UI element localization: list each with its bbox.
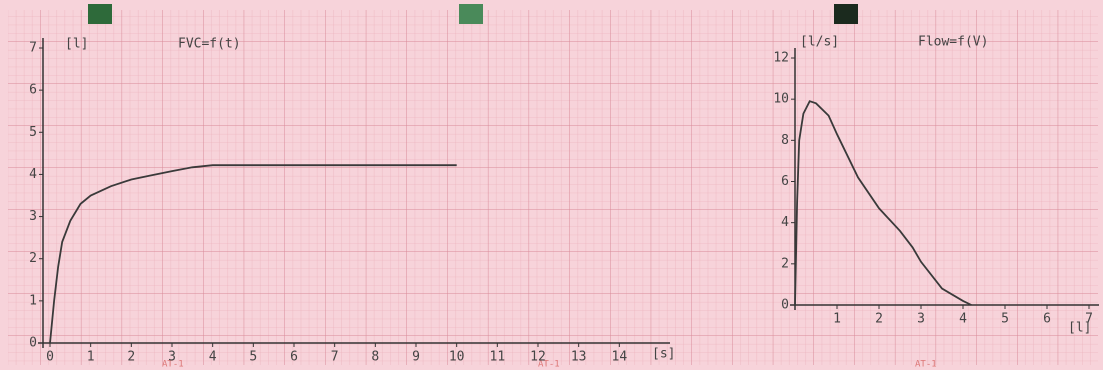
x-tick-label: 2 bbox=[875, 312, 883, 327]
y-tick-label: 0 bbox=[29, 336, 37, 351]
x-tick-label: 7 bbox=[331, 350, 339, 365]
x-tick-label: 9 bbox=[412, 350, 420, 365]
x-tick-label: 2 bbox=[127, 350, 135, 365]
x-tick-label: 3 bbox=[168, 350, 176, 365]
x-tick-label: 14 bbox=[612, 350, 628, 365]
x-tick-label: 8 bbox=[371, 350, 379, 365]
y-tick-label: 1 bbox=[29, 293, 37, 308]
x-tick-label: 10 bbox=[449, 350, 465, 365]
x-tick-label: 11 bbox=[490, 350, 506, 365]
chart: [l] FVC=f(t) [s] AT-1 AT-1 [l/s] Flow=f(… bbox=[0, 0, 1103, 370]
x-tick-label: 1 bbox=[87, 350, 95, 365]
chart-title: Flow=f(V) bbox=[918, 35, 988, 50]
x-tick-label: 4 bbox=[209, 350, 217, 365]
y-tick-label: 5 bbox=[29, 125, 37, 140]
x-tick-label: 6 bbox=[290, 350, 298, 365]
x-tick-label: 7 bbox=[1085, 312, 1093, 327]
y-axis-label: [l/s] bbox=[800, 35, 839, 50]
y-tick-label: 4 bbox=[781, 215, 789, 230]
y-tick-label: 2 bbox=[781, 256, 789, 271]
y-tick-label: 7 bbox=[29, 41, 37, 56]
marker bbox=[88, 4, 112, 24]
y-tick-label: 6 bbox=[781, 174, 789, 189]
x-tick-label: 6 bbox=[1043, 312, 1051, 327]
page: {"chart_data": [ {"type": "line", "title… bbox=[0, 0, 1103, 370]
paper-grid bbox=[8, 10, 1098, 365]
x-tick-label: 13 bbox=[571, 350, 587, 365]
x-tick-label: 5 bbox=[1001, 312, 1009, 327]
y-tick-label: 12 bbox=[773, 51, 789, 66]
marker bbox=[459, 4, 483, 24]
y-axis-label: [l] bbox=[65, 37, 88, 52]
x-tick-label: 3 bbox=[917, 312, 925, 327]
y-tick-label: 6 bbox=[29, 83, 37, 98]
x-tick-label: 4 bbox=[959, 312, 967, 327]
x-axis-label: [s] bbox=[652, 347, 675, 362]
chart-title: FVC=f(t) bbox=[178, 37, 241, 52]
x-tick-label: 5 bbox=[249, 350, 257, 365]
annotation: AT-1 bbox=[915, 360, 937, 370]
marker bbox=[834, 4, 858, 24]
x-tick-label: 12 bbox=[530, 350, 546, 365]
y-tick-label: 3 bbox=[29, 209, 37, 224]
x-tick-label: 1 bbox=[833, 312, 841, 327]
y-tick-label: 10 bbox=[773, 92, 789, 107]
y-tick-label: 8 bbox=[781, 133, 789, 148]
x-tick-label: 0 bbox=[46, 350, 54, 365]
y-tick-label: 4 bbox=[29, 167, 37, 182]
y-tick-label: 0 bbox=[781, 298, 789, 313]
y-tick-label: 2 bbox=[29, 251, 37, 266]
